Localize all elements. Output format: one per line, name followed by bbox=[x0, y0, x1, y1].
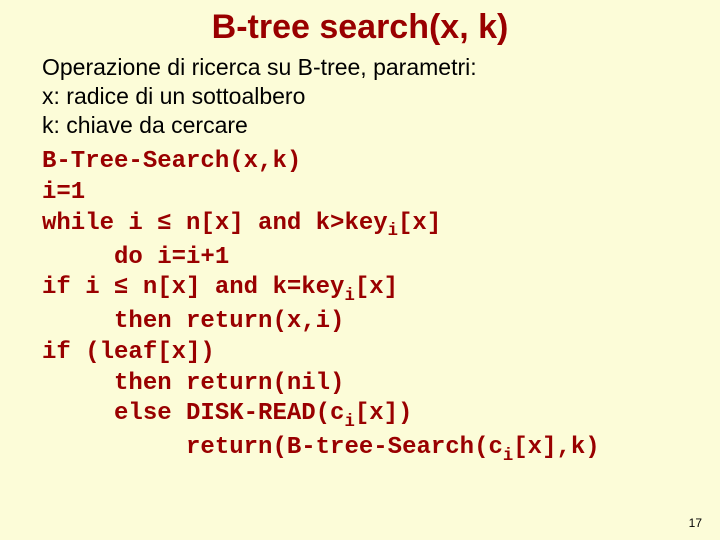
description-block: Operazione di ricerca su B-tree, paramet… bbox=[0, 53, 720, 147]
subscript: i bbox=[344, 413, 354, 432]
code-line: then return(x,i) bbox=[42, 307, 700, 338]
code-line: do i=i+1 bbox=[42, 243, 700, 274]
code-line: if (leaf[x]) bbox=[42, 338, 700, 369]
code-line: then return(nil) bbox=[42, 369, 700, 400]
code-line: B-Tree-Search(x,k) bbox=[42, 147, 700, 178]
desc-line: k: chiave da cercare bbox=[42, 111, 678, 140]
page-number: 17 bbox=[689, 516, 702, 530]
code-line: while i ≤ n[x] and k>keyi[x] bbox=[42, 209, 700, 243]
subscript: i bbox=[388, 222, 398, 241]
desc-line: Operazione di ricerca su B-tree, paramet… bbox=[42, 53, 678, 82]
code-line: i=1 bbox=[42, 178, 700, 209]
subscript: i bbox=[503, 447, 513, 466]
pseudocode-block: B-Tree-Search(x,k)i=1while i ≤ n[x] and … bbox=[0, 147, 720, 467]
code-line: return(B-tree-Search(ci[x],k) bbox=[42, 433, 700, 467]
code-line: if i ≤ n[x] and k=keyi[x] bbox=[42, 273, 700, 307]
desc-line: x: radice di un sottoalbero bbox=[42, 82, 678, 111]
subscript: i bbox=[344, 287, 354, 306]
code-line: else DISK-READ(ci[x]) bbox=[42, 399, 700, 433]
slide-title: B-tree search(x, k) bbox=[0, 0, 720, 53]
